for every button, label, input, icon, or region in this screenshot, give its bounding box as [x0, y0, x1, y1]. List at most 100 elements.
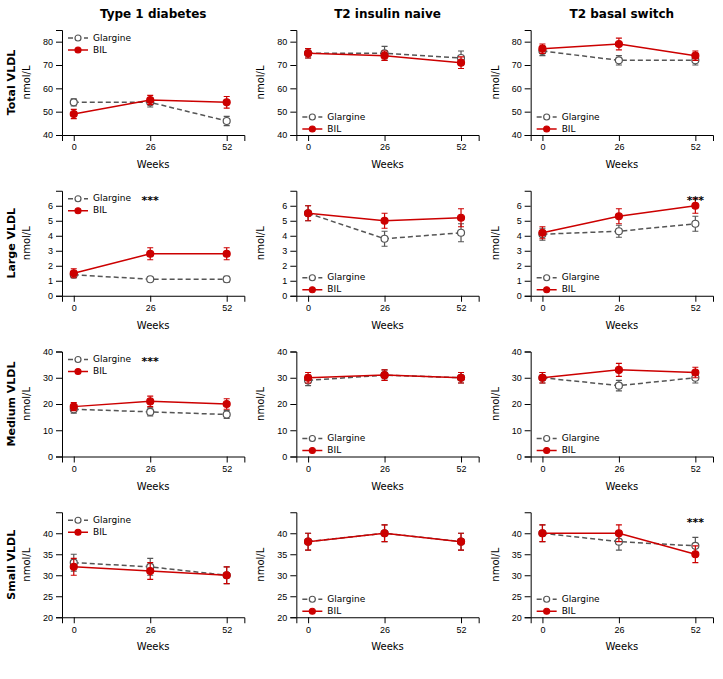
tick-label: 30 [43, 571, 53, 581]
tick-mark [290, 596, 296, 597]
tick-mark [461, 135, 462, 141]
tick-label: 26 [614, 303, 624, 313]
x-tick: 0 [72, 617, 77, 634]
error-cap [224, 259, 230, 260]
error-bar [305, 206, 311, 221]
point [539, 374, 546, 381]
plot-area [305, 370, 465, 386]
legend-label: Glargine [562, 112, 600, 122]
error-bar [616, 38, 622, 50]
error-cap [692, 537, 698, 538]
error-cap [71, 558, 77, 559]
point [539, 229, 546, 236]
y-axis: 2025303540 [43, 513, 63, 623]
legend-label: BIL [93, 205, 107, 215]
y-tick: 35 [512, 550, 531, 560]
tick-mark [56, 457, 62, 458]
series [305, 370, 465, 386]
tick-label: 3 [48, 246, 53, 256]
legend-item: BIL [302, 445, 341, 455]
point [223, 276, 230, 283]
tick-mark [525, 112, 531, 113]
legend-label: BIL [562, 606, 576, 616]
point [223, 572, 230, 579]
y-tick: 2 [48, 261, 62, 271]
error-bar [539, 525, 545, 542]
error-cap [147, 562, 153, 563]
x-axis-title: Weeks [606, 159, 639, 170]
error-bar [616, 525, 622, 542]
annotation: *** [687, 194, 705, 207]
error-cap [692, 367, 698, 368]
y-tick: 20 [277, 399, 296, 409]
error-bar [692, 367, 698, 378]
error-cap [382, 380, 388, 381]
annotation: *** [687, 516, 705, 529]
legend-label: Glargine [93, 354, 131, 364]
tick-label: 5 [282, 216, 287, 226]
error-cap [147, 579, 153, 580]
error-cap [539, 541, 545, 542]
error-bar [305, 49, 311, 58]
tick-label: 30 [512, 571, 522, 581]
error-cap [382, 60, 388, 61]
axis-line [525, 191, 532, 296]
error-bar [539, 373, 545, 384]
legend: GlargineBIL [68, 354, 131, 376]
y-tick: 30 [512, 373, 531, 383]
error-cap [616, 541, 622, 542]
legend-item: BIL [537, 284, 576, 294]
tick-label: 1 [517, 276, 522, 286]
error-cap [147, 558, 153, 559]
error-cap [147, 259, 153, 260]
tick-mark [56, 236, 62, 237]
legend-marker [544, 126, 550, 132]
tick-label: 35 [512, 550, 522, 560]
error-cap [382, 60, 388, 61]
error-bar [71, 403, 77, 411]
y-axis-title: nmol/L [21, 226, 32, 260]
tick-label: 35 [277, 550, 287, 560]
tick-mark [290, 266, 296, 267]
legend-label: BIL [327, 124, 341, 134]
error-bar [539, 228, 545, 240]
error-bar [539, 373, 545, 384]
point [458, 538, 465, 545]
x-axis-title: Weeks [137, 320, 170, 331]
error-bar [616, 225, 622, 237]
error-cap [458, 382, 464, 383]
legend: GlargineBIL [537, 433, 600, 455]
point [458, 374, 465, 381]
x-tick: 52 [691, 617, 701, 634]
series [539, 525, 699, 554]
error-cap [616, 549, 622, 550]
tick-label: 52 [222, 303, 232, 313]
point [615, 382, 622, 389]
x-axis: 02652 [63, 296, 245, 313]
error-bar [224, 567, 230, 584]
error-cap [224, 96, 230, 97]
chart-container: 026524050607080Weeksnmol/LType 1 diabete… [0, 0, 723, 679]
y-tick: 80 [512, 37, 531, 47]
tick-mark [525, 596, 531, 597]
x-axis-title: Weeks [371, 159, 404, 170]
error-cap [224, 409, 230, 410]
tick-label: 26 [146, 303, 156, 313]
error-cap [539, 382, 545, 383]
tick-label: 3 [517, 246, 522, 256]
x-tick: 0 [540, 296, 545, 313]
y-tick: 25 [512, 592, 531, 602]
error-cap [539, 240, 545, 241]
error-bar [458, 533, 464, 550]
legend-label: Glargine [327, 594, 365, 604]
legend-marker [75, 357, 81, 363]
tick-label: 26 [146, 464, 156, 474]
tick-label: 80 [43, 37, 53, 47]
x-axis: 02652 [531, 457, 713, 474]
error-cap [305, 385, 311, 386]
tick-label: 10 [43, 426, 53, 436]
point [305, 50, 312, 57]
tick-label: 0 [540, 303, 545, 313]
tick-mark [227, 617, 228, 623]
x-tick: 26 [146, 135, 156, 152]
